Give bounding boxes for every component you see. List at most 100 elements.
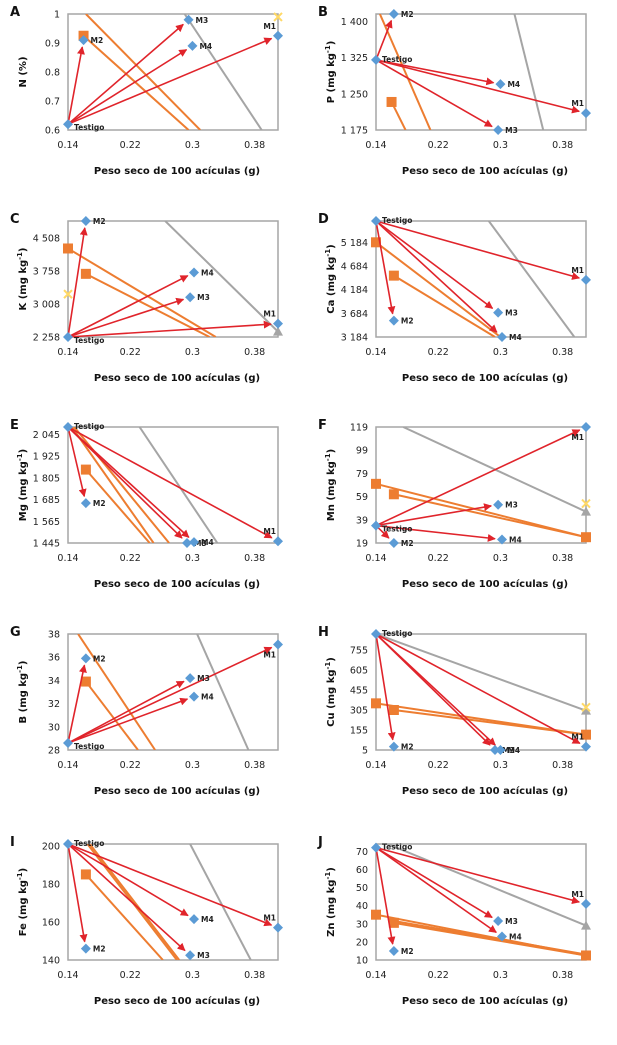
x-tick-label: 0.3	[493, 760, 508, 771]
orange-square-marker	[80, 869, 91, 880]
diamond-marker-testigo	[371, 54, 381, 65]
point-label: M1	[571, 890, 584, 899]
y-axis-title: K (mg kg-1)	[16, 247, 29, 310]
x-axis-title: Peso seco de 100 acículas (g)	[94, 785, 260, 797]
y-tick-label: 1 445	[33, 539, 60, 550]
point-label: M4	[201, 915, 214, 924]
x-axis-title: Peso seco de 100 acículas (g)	[94, 372, 260, 384]
diamond-marker-m1	[273, 639, 283, 650]
y-tick-label: 1 325	[341, 53, 368, 64]
vector-arrow-m3	[67, 23, 184, 125]
orange-square-marker	[371, 478, 381, 489]
point-label: M4	[201, 538, 214, 547]
panel-letter: D	[318, 212, 329, 227]
y-tick-label: 1 250	[341, 89, 368, 100]
vector-arrow-m4	[375, 220, 498, 333]
chart-panel-j: J 70 60 50 40 30 20 10 0.14 0.22 0.3 0.38 Peso seco …	[308, 830, 616, 1038]
diamond-marker-m4	[189, 914, 199, 925]
point-label: M1	[263, 650, 276, 659]
vector-arrow-m3	[67, 843, 186, 952]
x-tick-label: 0.14	[365, 140, 386, 151]
point-label: M3	[502, 746, 515, 755]
vector-arrow-m2	[67, 227, 88, 338]
x-tick-label: 0.14	[57, 347, 78, 358]
x-tick-label: 0.22	[428, 347, 449, 358]
gray-isoline	[487, 221, 576, 337]
diamond-marker-m3	[185, 292, 196, 303]
gray-isoline	[138, 427, 219, 543]
vector-arrow-m4	[67, 426, 190, 538]
y-tick-label: 79	[356, 469, 368, 480]
diamond-marker-m4	[189, 267, 199, 278]
panel-letter: B	[318, 5, 328, 20]
x-tick-label: 0.38	[244, 347, 265, 358]
diamond-marker-m3	[490, 745, 500, 755]
point-label: M1	[263, 914, 276, 923]
chart-svg-b: B 1 400 1 325 1 250 1 175 0.14 0.22 0.3 0.38 Peso…	[318, 5, 591, 177]
vector-arrow-m2	[67, 46, 85, 125]
x-tick-label: 0.38	[552, 553, 573, 564]
diamond-marker-m3	[493, 916, 504, 927]
orange-isoline	[71, 427, 155, 543]
y-tick-label: 40	[356, 901, 368, 912]
y-tick-label: 32	[48, 699, 60, 710]
x-tick-label: 0.3	[185, 970, 200, 981]
x-tick-label: 0.38	[244, 553, 265, 564]
x-tick-label: 0.38	[244, 760, 265, 771]
plot-frame	[67, 220, 279, 338]
y-tick-label: 1 175	[341, 126, 368, 137]
y-tick-label: 59	[356, 492, 368, 503]
yellow-x-marker	[273, 12, 283, 22]
diamond-marker-m4	[497, 534, 507, 545]
y-tick-label: 0.6	[45, 126, 60, 137]
x-tick-label: 0.3	[493, 970, 508, 981]
panel-letter: H	[318, 625, 329, 640]
point-label: M2	[93, 945, 106, 954]
orange-square-marker	[80, 464, 91, 475]
y-tick-label: 305	[350, 706, 368, 717]
orange-square-marker	[388, 270, 399, 281]
orange-square-marker	[388, 489, 399, 500]
x-tick-label: 0.3	[185, 140, 200, 151]
diamond-marker-testigo	[371, 520, 381, 531]
y-tick-label: 1 400	[341, 17, 368, 28]
y-tick-label: 2 258	[33, 333, 60, 344]
plot-frame	[375, 13, 587, 131]
x-tick-label: 0.14	[365, 347, 386, 358]
vector-arrow-m4	[67, 274, 189, 338]
chart-panel-i: I 200 180 160 140 0.14 0.22 0.3 0.38 Peso seco de…	[0, 830, 308, 1038]
y-tick-label: 34	[48, 676, 60, 687]
point-label: M3	[197, 293, 210, 302]
point-label: Testigo	[74, 422, 104, 431]
diamond-marker-m1	[273, 922, 283, 933]
diamond-marker-m2	[388, 741, 399, 752]
y-tick-label: 140	[42, 956, 60, 967]
point-label: M2	[93, 654, 106, 663]
point-label: M4	[507, 746, 520, 755]
panel-letter: E	[10, 418, 19, 433]
diamond-marker-m3	[493, 499, 504, 510]
point-label: M4	[201, 693, 214, 702]
diamond-marker-m1	[581, 898, 591, 909]
diamond-marker-testigo	[63, 332, 73, 342]
x-axis-title: Peso seco de 100 acículas (g)	[402, 995, 568, 1007]
vector-arrow-m2	[67, 426, 87, 498]
x-tick-label: 0.14	[57, 760, 78, 771]
x-tick-label: 0.14	[57, 553, 78, 564]
point-label: M3	[197, 674, 210, 683]
vector-arrow-m1	[67, 320, 272, 338]
y-tick-label: 3 008	[33, 299, 60, 310]
point-label: M3	[505, 309, 518, 318]
orange-isoline	[393, 274, 496, 337]
y-tick-label: 0.9	[45, 39, 60, 50]
vector-arrow-m4	[67, 48, 188, 125]
orange-square-marker	[63, 243, 73, 254]
chart-panel-d: D 5 184 4 684 4 184 3 684 3 184 0.14 0.22 0.3 0.3…	[308, 207, 616, 415]
y-tick-label: 1	[54, 10, 60, 21]
diamond-marker-m1	[581, 108, 591, 119]
y-axis-title: Cu (mg kg-1)	[324, 657, 337, 727]
point-label: M1	[263, 527, 276, 536]
y-tick-label: 38	[48, 630, 60, 641]
point-label: M2	[401, 539, 414, 548]
